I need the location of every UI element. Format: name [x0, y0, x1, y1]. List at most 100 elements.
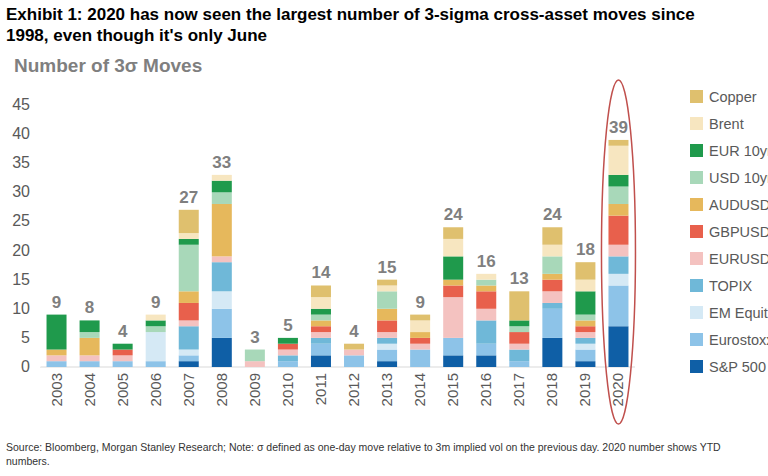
bars — [47, 140, 629, 367]
bar-segment — [509, 361, 529, 367]
bar-segment — [542, 309, 562, 338]
bar-segment — [212, 181, 232, 193]
bar-segment — [443, 239, 463, 256]
bar-segment — [575, 361, 595, 367]
x-tick-label: 2012 — [345, 373, 362, 406]
x-tick-label: 2017 — [510, 373, 527, 406]
bar-segment — [113, 350, 133, 356]
bar-segment — [113, 344, 133, 350]
total-label: 4 — [118, 322, 128, 341]
x-tick-label: 2005 — [114, 373, 131, 406]
y-tick-label: 0 — [21, 358, 30, 375]
bar-segment — [80, 332, 100, 338]
y-tick-label: 45 — [12, 96, 30, 113]
bar-segment — [344, 355, 364, 367]
bar-segment — [179, 326, 199, 349]
bar-segment — [377, 285, 397, 291]
bar-segment — [575, 332, 595, 338]
bar-segment — [542, 256, 562, 273]
bar-segment — [476, 280, 496, 286]
x-tick-label: 2014 — [411, 373, 428, 406]
bar-segment — [443, 280, 463, 286]
bar-segment — [311, 320, 331, 326]
legend-swatch — [690, 252, 703, 265]
bar-segment — [113, 343, 133, 344]
y-tick-label: 20 — [12, 242, 30, 259]
bar-segment — [47, 350, 67, 356]
bar-segment — [443, 285, 463, 297]
x-tick-label: 2019 — [576, 373, 593, 406]
bar-segment — [80, 320, 100, 332]
bar-segment — [179, 239, 199, 245]
bar-segment — [575, 338, 595, 344]
x-tick-label: 2018 — [543, 373, 560, 406]
bar-segment — [245, 361, 265, 367]
subtitle: Number of 3σ Moves — [14, 55, 202, 76]
bar-segment — [476, 320, 496, 343]
bar-segment — [410, 320, 430, 332]
bar-segment — [311, 297, 331, 309]
bar-segment — [542, 303, 562, 309]
bar-segment — [542, 338, 562, 367]
bar-segment — [509, 350, 529, 362]
legend-swatch — [690, 360, 703, 373]
bar-segment — [344, 350, 364, 356]
bar-segment — [542, 280, 562, 292]
legend-label: Eurostoxx — [709, 332, 768, 348]
legend-label: EM Equities — [709, 305, 768, 321]
bar-segment — [47, 361, 67, 367]
bar-segment — [377, 309, 397, 321]
bar-segment — [476, 274, 496, 280]
legend-label: S&P 500 — [709, 359, 766, 375]
bar-segment — [113, 355, 133, 361]
bar-segment — [608, 175, 628, 187]
legend-swatch — [690, 333, 703, 346]
bar-segment — [542, 245, 562, 257]
bar-segment — [443, 256, 463, 279]
total-label: 14 — [312, 263, 331, 282]
bar-segment — [278, 338, 298, 344]
bar-segment — [278, 350, 298, 356]
bar-segment — [575, 326, 595, 332]
bar-segment — [542, 274, 562, 280]
bar-segment — [575, 320, 595, 326]
x-tick-label: 2003 — [48, 373, 65, 406]
bar-segment — [344, 344, 364, 350]
bar-segment — [476, 309, 496, 321]
bar-segment — [80, 361, 100, 367]
total-label: 9 — [52, 293, 61, 312]
bar-segment — [575, 350, 595, 362]
total-label: 9 — [151, 293, 160, 312]
y-tick-label: 5 — [21, 329, 30, 346]
bar-segment — [80, 338, 100, 355]
bar-segment — [509, 291, 529, 320]
bar-segment — [377, 350, 397, 362]
y-tick-label: 10 — [12, 300, 30, 317]
legend-label: EUR 10yr — [709, 143, 768, 159]
bar-segment — [542, 291, 562, 303]
total-label: 24 — [543, 205, 562, 224]
bar-segment — [47, 355, 67, 361]
bar-segment — [179, 233, 199, 239]
bar-segment — [311, 332, 331, 338]
x-tick-label: 2008 — [213, 373, 230, 406]
bar-segment — [179, 361, 199, 367]
bar-segment — [443, 227, 463, 239]
bar-segment — [608, 326, 628, 367]
bar-segment — [113, 343, 133, 344]
bar-segment — [608, 285, 628, 326]
bar-segment — [212, 192, 232, 204]
legend-label: TOPIX — [709, 278, 753, 294]
bar-segment — [212, 174, 232, 175]
legend-label: Brent — [709, 116, 744, 132]
x-tick-label: 2013 — [378, 373, 395, 406]
bar-segment — [377, 361, 397, 367]
bar-segment — [443, 355, 463, 367]
total-label: 24 — [444, 205, 463, 224]
bar-segment — [575, 262, 595, 279]
legend-swatch — [690, 279, 703, 292]
bar-segment — [212, 309, 232, 338]
legend-label: EURUSD — [709, 251, 768, 267]
bar-segment — [278, 355, 298, 361]
bar-segment — [410, 332, 430, 338]
